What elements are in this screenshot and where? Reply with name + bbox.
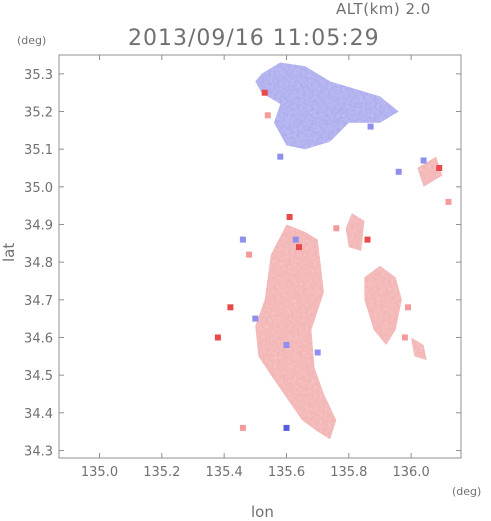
echo-cell (283, 342, 290, 348)
echo-cell (264, 112, 271, 119)
x-tick-label: 135.6 (268, 465, 305, 480)
east-red-cluster (364, 265, 402, 345)
echo-cell (239, 424, 246, 431)
y-tick-label: 34.3 (24, 444, 53, 459)
x-tick-label: 135.4 (206, 465, 243, 480)
east-edge-cells (417, 156, 443, 187)
echo-cell (214, 334, 221, 341)
y-tick-label: 34.7 (24, 294, 53, 309)
echo-cell (436, 165, 443, 171)
tick-marks (59, 55, 461, 458)
central-red-cluster (255, 224, 337, 440)
echo-cell (246, 251, 253, 258)
echo-cell (261, 89, 268, 96)
echo-cell (283, 424, 290, 431)
echo-cell (420, 157, 427, 164)
y-tick-label: 34.8 (24, 256, 53, 271)
southeast-cells (411, 337, 427, 361)
y-tick-label: 34.6 (24, 331, 53, 346)
echo-cell (333, 225, 340, 232)
echo-cell (364, 236, 371, 243)
y-tick-label: 35.2 (24, 105, 53, 120)
altitude-label: ALT(km) 2.0 (336, 0, 431, 18)
echo-cell (252, 315, 259, 322)
echo-cell (367, 123, 374, 130)
y-tick-label: 34.9 (24, 218, 53, 233)
y-tick-label: 34.4 (24, 407, 53, 422)
y-tick-label: 34.5 (24, 369, 53, 384)
echo-cell (314, 349, 321, 356)
echo-cell (292, 236, 299, 243)
x-tick-label: 135.8 (330, 465, 367, 480)
northeast-red-strip (345, 213, 365, 251)
echo-cell (395, 168, 402, 175)
radar-echo-layer (214, 62, 452, 440)
tick-labels: 135.0 135.2 135.4 135.6 135.8 136.0 34.3 34.4 34… (24, 68, 430, 480)
plot-frame (58, 54, 462, 459)
echo-cell (445, 198, 452, 205)
echo-cell (286, 214, 293, 220)
y-axis-unit: (deg) (17, 34, 47, 47)
echo-cell (227, 304, 234, 311)
x-axis-label: lon (251, 503, 274, 521)
echo-cell (405, 304, 411, 311)
echo-cell (401, 334, 408, 341)
echo-cell (277, 153, 284, 160)
y-tick-label: 35.3 (24, 68, 53, 83)
timestamp-title: 2013/09/16 11:05:29 (128, 26, 380, 51)
y-tick-label: 35.0 (24, 181, 53, 196)
x-tick-label: 135.0 (81, 465, 118, 480)
x-tick-label: 135.2 (143, 465, 180, 480)
x-axis-unit: (deg) (452, 485, 482, 498)
north-blue-cluster (255, 62, 399, 150)
echo-cell (239, 236, 246, 243)
y-tick-label: 35.1 (24, 143, 53, 158)
echo-cell (296, 244, 302, 251)
x-tick-label: 136.0 (393, 465, 430, 480)
